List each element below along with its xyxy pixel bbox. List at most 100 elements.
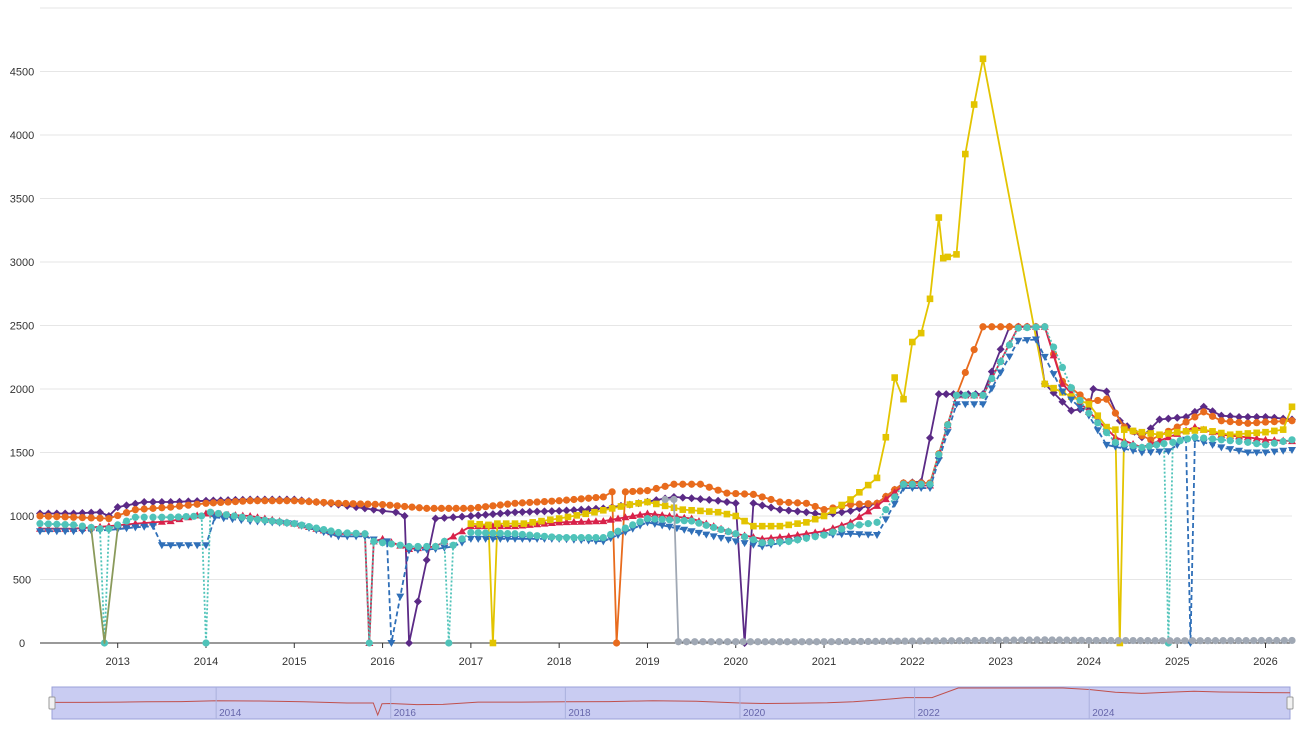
data-point bbox=[1288, 403, 1296, 411]
data-point bbox=[600, 506, 607, 514]
data-point bbox=[962, 150, 969, 158]
data-point bbox=[1102, 441, 1111, 449]
x-axis: 2013 2014 2015 2016 2017 2018 2019 2020 2021 2022… bbox=[40, 642, 1292, 668]
data-point bbox=[996, 369, 1005, 377]
data-point bbox=[855, 500, 863, 508]
data-point bbox=[378, 506, 387, 515]
data-point bbox=[882, 506, 890, 514]
data-point bbox=[1031, 336, 1040, 344]
navigator-handle-right[interactable] bbox=[1286, 696, 1294, 710]
data-point bbox=[873, 501, 882, 509]
data-point bbox=[1055, 636, 1064, 644]
data-point bbox=[775, 533, 784, 541]
data-point bbox=[1261, 435, 1270, 443]
data-point bbox=[827, 638, 836, 646]
data-point bbox=[378, 539, 387, 547]
navigator-handle-left[interactable] bbox=[48, 696, 56, 710]
data-point bbox=[518, 499, 526, 507]
data-point bbox=[1120, 440, 1128, 448]
data-point bbox=[758, 522, 766, 530]
x-tick-label: 2016 bbox=[370, 656, 394, 668]
data-point bbox=[1253, 429, 1260, 437]
data-point bbox=[1122, 636, 1130, 645]
data-point bbox=[891, 374, 898, 381]
data-point bbox=[592, 493, 600, 502]
data-point bbox=[1173, 637, 1181, 645]
data-point bbox=[157, 542, 166, 550]
data-point bbox=[474, 535, 483, 543]
data-point bbox=[1058, 397, 1067, 406]
data-point bbox=[1089, 385, 1098, 393]
data-point bbox=[1226, 412, 1235, 421]
data-point bbox=[140, 498, 149, 507]
data-point bbox=[476, 520, 484, 528]
data-point bbox=[1129, 442, 1137, 450]
data-point bbox=[1005, 341, 1014, 349]
data-point bbox=[122, 501, 131, 510]
data-point bbox=[1242, 636, 1250, 645]
data-point bbox=[431, 514, 440, 523]
data-point bbox=[1243, 449, 1252, 457]
data-point bbox=[837, 531, 846, 539]
data-point bbox=[458, 512, 467, 521]
data-point bbox=[562, 506, 571, 515]
data-point bbox=[688, 517, 696, 525]
data-point bbox=[952, 391, 961, 399]
data-point bbox=[925, 433, 934, 442]
data-point bbox=[934, 457, 943, 465]
data-point bbox=[488, 535, 497, 543]
data-point bbox=[917, 329, 925, 337]
data-point bbox=[1153, 441, 1161, 449]
data-point bbox=[1058, 363, 1067, 372]
data-point bbox=[1014, 324, 1022, 332]
data-point bbox=[749, 541, 758, 549]
data-point bbox=[846, 522, 855, 530]
data-point bbox=[939, 254, 947, 262]
data-point bbox=[386, 501, 394, 509]
data-point bbox=[1145, 442, 1153, 450]
data-point bbox=[961, 401, 970, 409]
data-point bbox=[569, 517, 578, 525]
data-point bbox=[387, 540, 396, 548]
data-point bbox=[715, 638, 723, 646]
y-tick-label: 2500 bbox=[10, 321, 34, 333]
data-point bbox=[518, 530, 526, 539]
data-point bbox=[661, 495, 669, 504]
data-point bbox=[1191, 413, 1199, 421]
range-navigator[interactable]: 2014201620182020202220242... bbox=[0, 686, 1294, 720]
data-point bbox=[158, 513, 166, 521]
data-point bbox=[261, 516, 269, 524]
data-point bbox=[488, 510, 497, 519]
data-point bbox=[78, 513, 86, 522]
data-point bbox=[784, 506, 793, 515]
data-point bbox=[1033, 636, 1041, 644]
data-point bbox=[239, 497, 247, 505]
y-tick-label: 500 bbox=[13, 575, 31, 587]
data-point bbox=[749, 490, 758, 499]
data-point bbox=[592, 533, 600, 542]
data-point bbox=[1002, 636, 1010, 644]
data-point bbox=[1138, 428, 1146, 436]
data-point bbox=[511, 520, 519, 527]
data-point bbox=[917, 480, 925, 488]
y-tick-label: 2000 bbox=[10, 384, 34, 396]
data-point bbox=[334, 499, 343, 507]
data-point bbox=[298, 521, 306, 529]
data-point bbox=[943, 429, 952, 437]
data-point bbox=[1288, 636, 1296, 645]
data-point bbox=[268, 497, 276, 505]
data-point bbox=[1204, 637, 1212, 645]
data-point bbox=[378, 500, 387, 509]
data-point bbox=[184, 501, 192, 509]
data-point bbox=[835, 638, 843, 646]
x-tick-label: 2024 bbox=[1077, 656, 1101, 668]
data-point bbox=[1070, 636, 1078, 644]
data-point bbox=[1018, 636, 1026, 644]
data-point bbox=[489, 502, 497, 510]
data-point bbox=[1261, 441, 1270, 449]
data-point bbox=[547, 507, 556, 516]
data-point bbox=[584, 494, 593, 502]
data-point bbox=[69, 521, 78, 529]
data-point bbox=[857, 637, 865, 646]
x-tick-label: 2018 bbox=[547, 656, 571, 668]
